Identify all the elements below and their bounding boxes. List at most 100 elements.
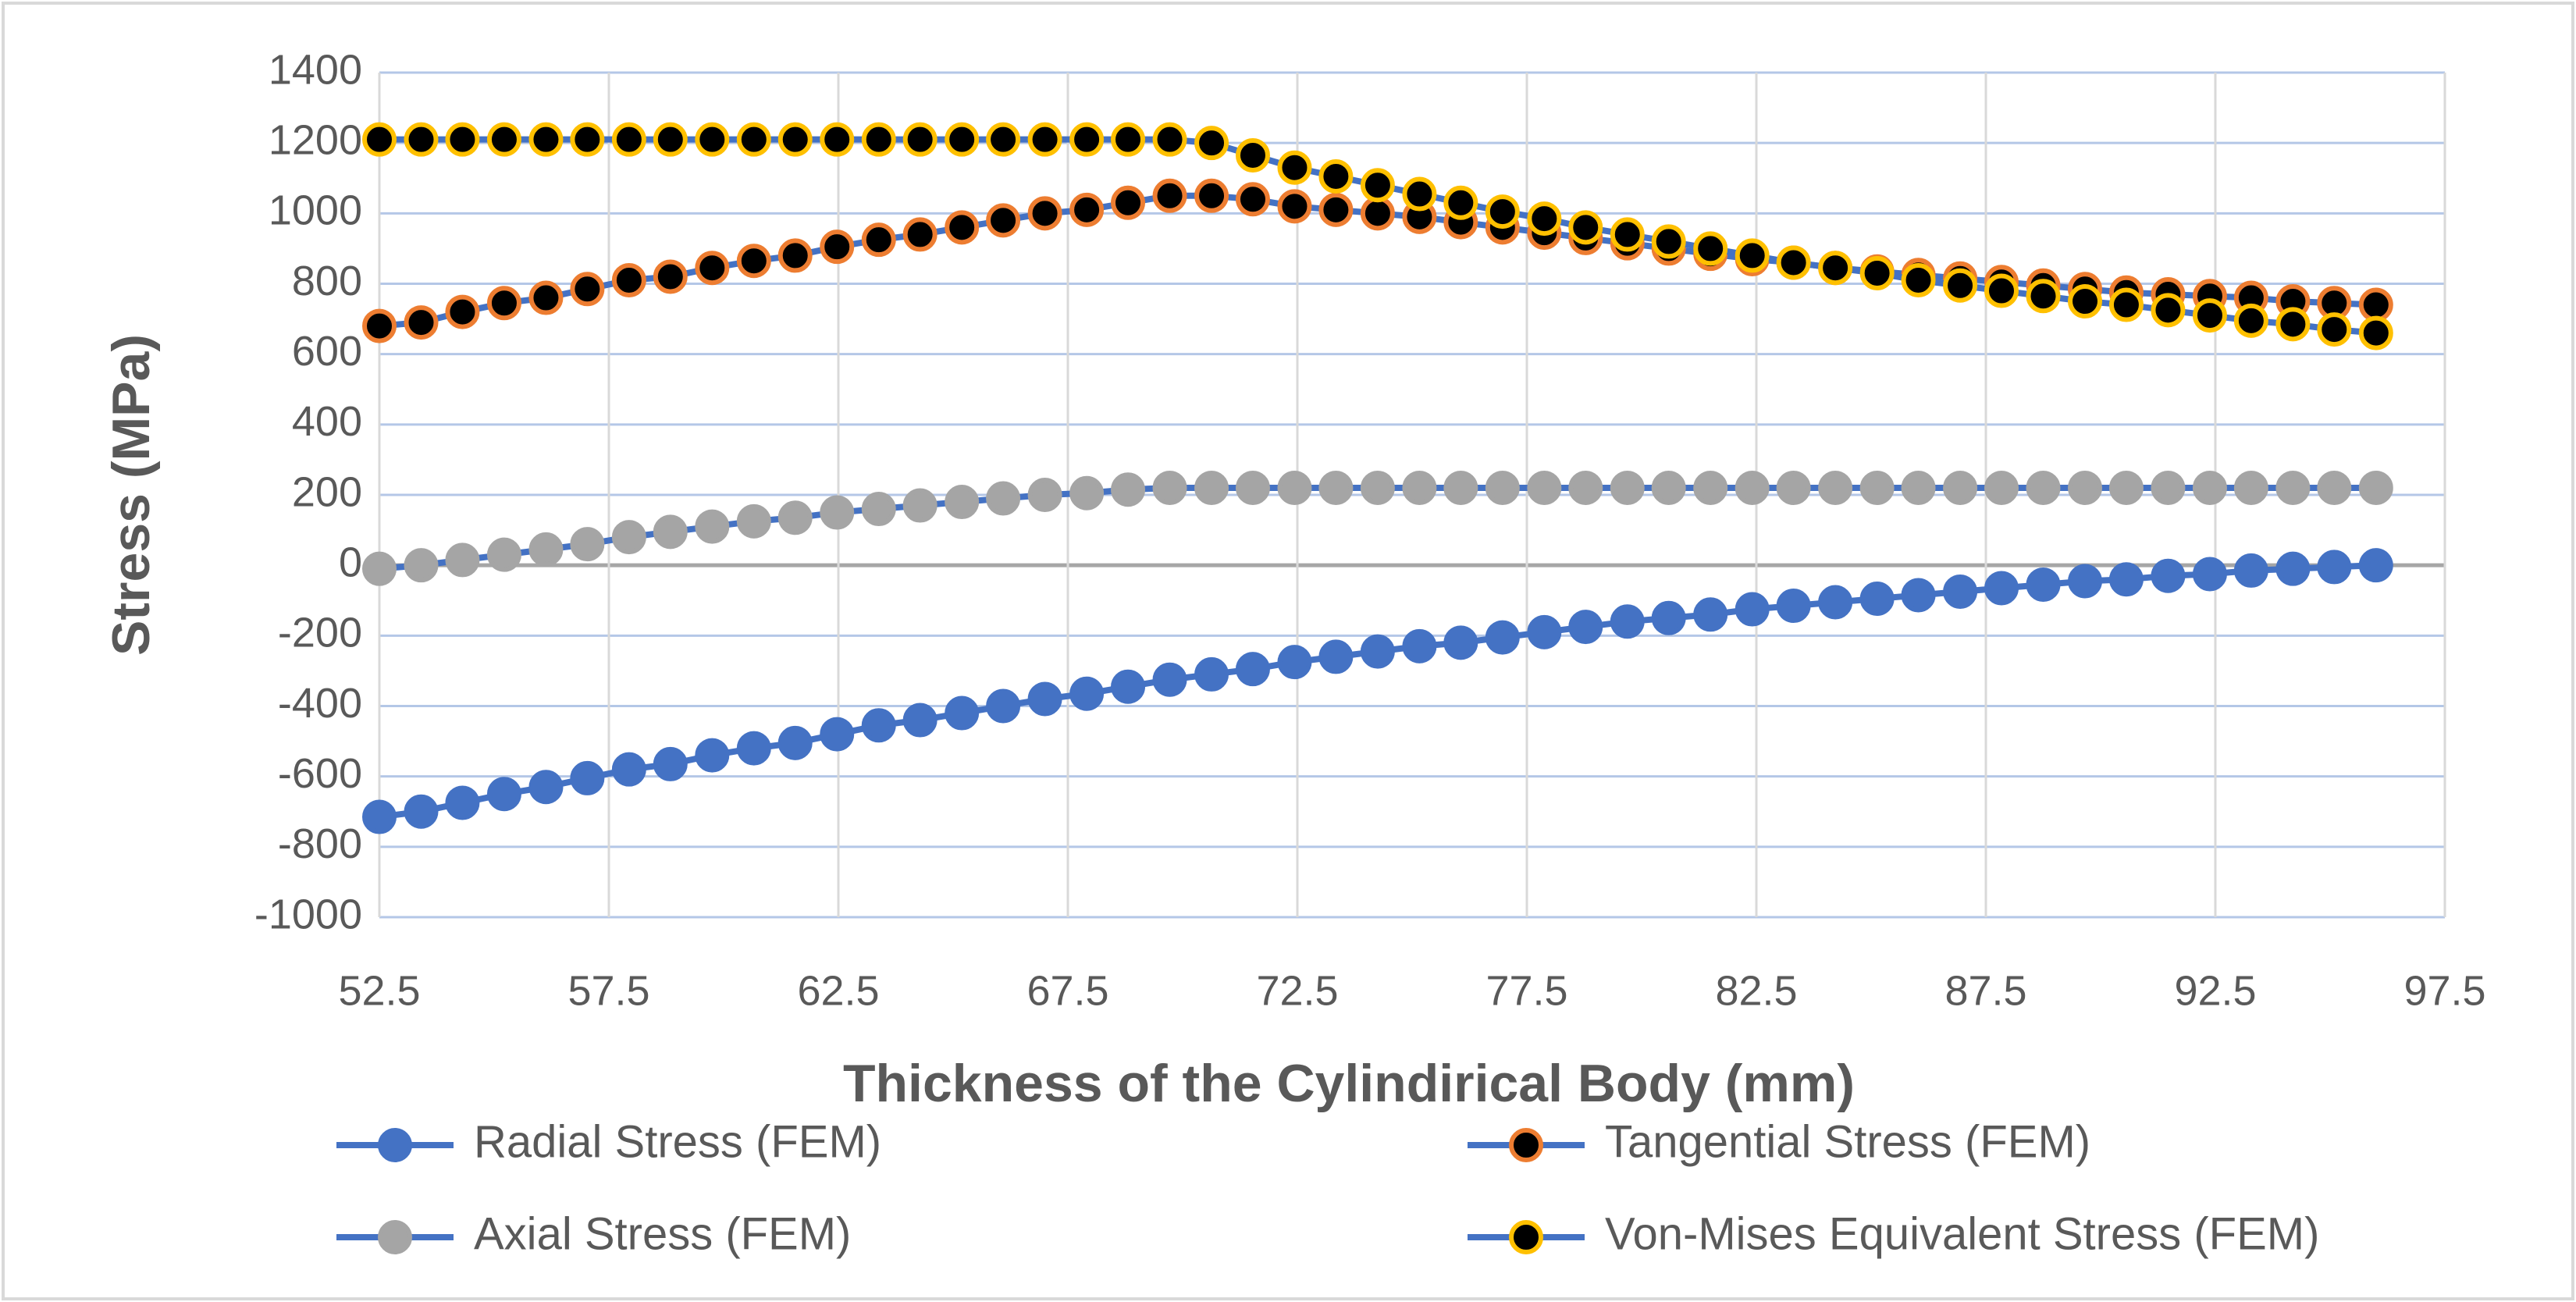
x-tick-label: 97.5 (2403, 967, 2485, 1014)
data-point (1776, 470, 1811, 505)
data-point (1235, 652, 1270, 687)
data-point (1485, 194, 1520, 229)
y-tick-label: -800 (278, 820, 362, 867)
y-axis-title: Stress (MPa) (101, 334, 161, 656)
data-point (1152, 470, 1187, 505)
legend-marker (378, 1128, 412, 1162)
data-point (1360, 470, 1395, 505)
data-point (1776, 245, 1811, 280)
data-point (2068, 284, 2103, 319)
data-point (486, 777, 521, 812)
data-point (611, 752, 646, 787)
data-point (695, 738, 730, 773)
x-tick-label: 62.5 (797, 967, 879, 1014)
data-point (902, 217, 938, 252)
data-point (653, 122, 688, 157)
data-point (2192, 298, 2227, 333)
data-point (1651, 600, 1686, 635)
y-tick-label: 1400 (269, 46, 362, 93)
data-point (1235, 182, 1270, 217)
y-tick-label: 400 (292, 398, 362, 445)
x-tick-label: 52.5 (338, 967, 420, 1014)
data-point (1111, 122, 1146, 157)
data-point (653, 746, 688, 781)
data-point (820, 495, 855, 530)
data-point (861, 492, 896, 527)
data-point (1568, 610, 1603, 645)
data-point (945, 695, 980, 731)
data-point (1318, 639, 1354, 674)
data-point (1901, 578, 1936, 613)
data-point (445, 294, 480, 329)
y-tick-label: 600 (292, 328, 362, 375)
data-point (1318, 158, 1354, 194)
data-point (404, 305, 439, 340)
data-point (1277, 189, 1312, 224)
data-point (1943, 268, 1978, 303)
data-point (404, 122, 439, 157)
x-tick-label: 57.5 (568, 967, 649, 1014)
y-tick-label: -200 (278, 610, 362, 656)
data-point (902, 122, 938, 157)
data-point (2108, 287, 2144, 322)
data-point (1152, 662, 1187, 697)
data-point (1776, 589, 1811, 624)
data-point (1443, 185, 1478, 220)
data-point (1943, 470, 1978, 505)
data-point (653, 514, 688, 550)
data-point (777, 500, 813, 535)
data-point (2151, 293, 2186, 328)
data-point (1568, 470, 1603, 505)
data-point (1818, 470, 1853, 505)
x-tick-label: 67.5 (1026, 967, 1108, 1014)
data-point (1027, 122, 1062, 157)
data-point (861, 122, 896, 157)
data-point (1568, 210, 1603, 245)
data-point (1069, 122, 1105, 157)
data-point (861, 708, 896, 743)
data-point (1901, 262, 1936, 297)
y-tick-label: 200 (292, 468, 362, 515)
data-point (528, 770, 564, 805)
data-point (611, 122, 646, 157)
data-point (945, 210, 980, 245)
data-point (528, 122, 564, 157)
data-point (695, 122, 730, 157)
data-point (1693, 231, 1728, 266)
data-point (1610, 217, 1645, 252)
data-point (2358, 470, 2393, 505)
data-point (1402, 176, 1437, 212)
y-tick-label: 0 (339, 539, 362, 585)
data-point (986, 688, 1021, 724)
data-point (1651, 224, 1686, 259)
data-point (1485, 470, 1520, 505)
data-point (1984, 571, 2019, 606)
data-point (1277, 150, 1312, 185)
data-point (570, 527, 605, 562)
data-point (2068, 470, 2103, 505)
data-point (445, 785, 480, 820)
data-point (2233, 303, 2268, 338)
data-point (653, 259, 688, 294)
data-point (1527, 614, 1562, 649)
data-point (1360, 168, 1395, 203)
legend-marker (1509, 1220, 1543, 1254)
data-point (695, 509, 730, 544)
data-point (1735, 238, 1770, 273)
data-point (986, 203, 1021, 238)
y-tick-label: 1000 (269, 187, 362, 234)
data-point (820, 717, 855, 752)
data-point (1485, 620, 1520, 655)
x-axis-title: Thickness of the Cylindirical Body (mm) (843, 1054, 1855, 1113)
data-point (695, 251, 730, 286)
data-point (945, 485, 980, 520)
y-tick-label: 1200 (269, 116, 362, 163)
data-point (1402, 470, 1437, 505)
data-point (1194, 178, 1229, 213)
data-point (2192, 557, 2227, 592)
data-point (1818, 251, 1853, 286)
data-point (777, 238, 813, 273)
data-point (2358, 287, 2393, 322)
data-point (1027, 196, 1062, 231)
